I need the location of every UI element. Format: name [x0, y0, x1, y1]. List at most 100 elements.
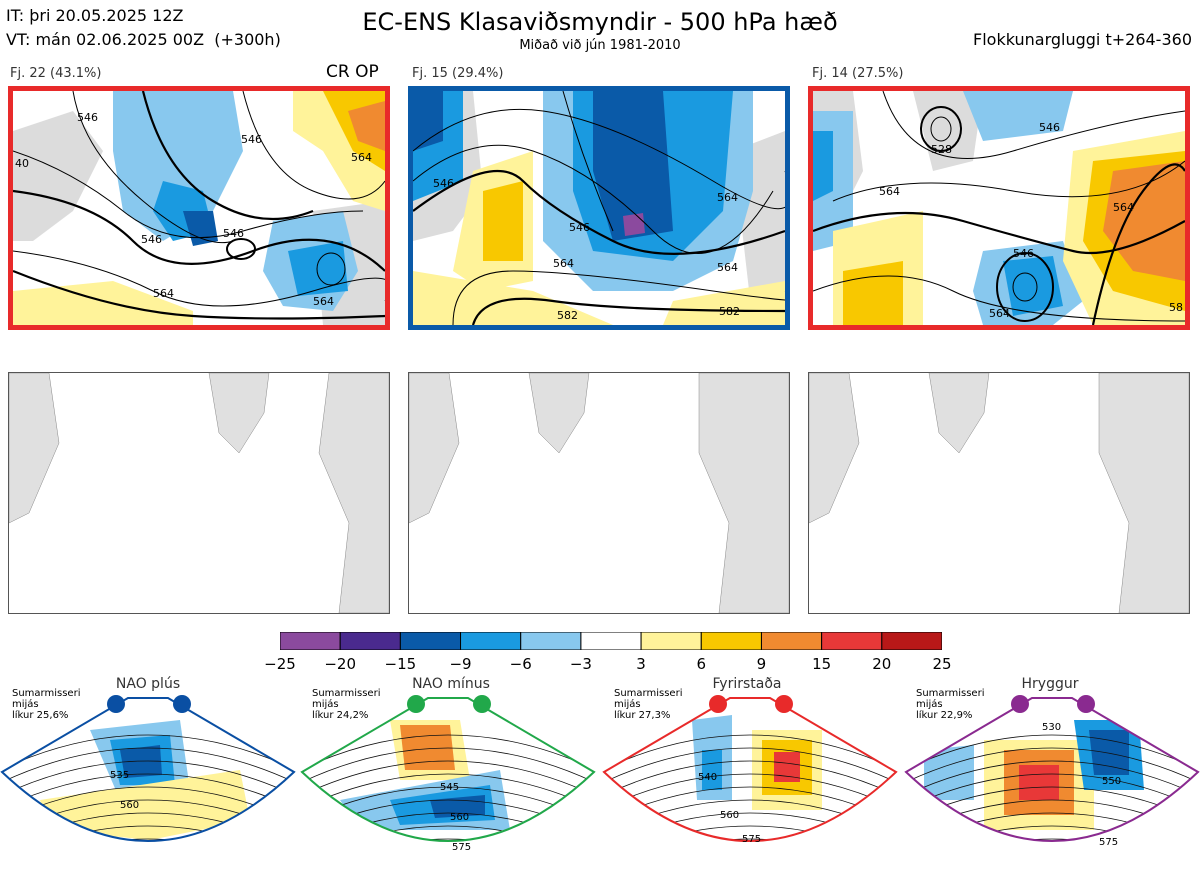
regime-season: Sumarmisseri [12, 688, 81, 699]
colorbar-tick: 15 [812, 655, 832, 673]
contour-label: 550 [1102, 776, 1121, 787]
cluster-3-label: Fj. 14 (27.5%) [812, 66, 904, 81]
height-contour [906, 773, 1198, 810]
contour-label: 575 [452, 842, 471, 853]
regime-outline [0, 697, 296, 842]
regime-map: 530 550 575 [904, 695, 1200, 848]
contour-label: 564 [313, 295, 334, 308]
regime-mean: mijás [614, 699, 641, 710]
height-contour [302, 760, 594, 797]
height-contour [302, 773, 594, 810]
contour-label: 546 [223, 227, 244, 240]
valid-time: VT: mán 02.06.2025 00Z (+300h) [6, 30, 281, 49]
coastline-map-3 [809, 373, 1189, 613]
cluster-1-tag: CR OP [326, 62, 379, 82]
regime-info: Sumarmisseri mijás líkur 25,6% [12, 688, 80, 721]
classification-window: Flokkunargluggi t+264-360 [973, 30, 1192, 49]
regime-marker-dot [775, 695, 793, 713]
colorbar-swatch [580, 632, 642, 650]
page-title: EC-ENS Klasaviðsmyndir - 500 hPa hæð [362, 8, 838, 36]
colorbar-swatch [821, 632, 883, 650]
colorbar-swatch [520, 632, 582, 650]
cluster-2-map[interactable]: 546 564 564 546 564 582 582 [408, 86, 790, 330]
colorbar-swatch [700, 632, 762, 650]
regime-prob: líkur 27,3% [614, 710, 671, 721]
regime-title: Hryggur [1021, 676, 1079, 692]
height-contour [2, 825, 294, 841]
regime-title: NAO mínus [412, 676, 490, 692]
page-subtitle: Miðað við jún 1981-2010 [519, 38, 681, 53]
contour-label: 546 [77, 111, 98, 124]
colorbar-tick: −3 [569, 655, 592, 673]
regime-info: Sumarmisseri mijás líkur 22,9% [916, 688, 984, 721]
regime-marker-dot [407, 695, 425, 713]
empty-map-3 [808, 372, 1190, 614]
cluster-2-label: Fj. 15 (29.4%) [412, 66, 504, 81]
height-contour [906, 760, 1198, 797]
contour-label: 546 [569, 221, 590, 234]
colorbar-swatch [760, 632, 823, 650]
colorbar-tick: 20 [872, 655, 892, 673]
regime-mean: mijás [916, 699, 943, 710]
regime-marker-dot [107, 695, 125, 713]
cluster-1-map-graphic: 546 546 564 564 546 564 546 40 [13, 91, 385, 325]
height-contour [302, 747, 594, 784]
anomaly-colorbar [280, 632, 942, 650]
header-times: IT: þri 20.05.2025 12Z VT: mán 02.06.2025… [6, 4, 281, 52]
anomaly-area [1089, 730, 1129, 775]
height-contour [604, 760, 896, 797]
height-contour [906, 747, 1198, 784]
height-contour [604, 773, 896, 810]
cluster-3-map-graphic: 546 528 564 546 564 564 58 [813, 91, 1185, 325]
contour-label: 560 [120, 800, 139, 811]
regime-title: Fyrirstaða [712, 676, 782, 692]
contour-label: 564 [153, 287, 174, 300]
height-contour [2, 734, 294, 771]
regime-info: Sumarmisseri mijás líkur 27,3% [614, 688, 682, 721]
height-contour [2, 747, 294, 784]
contour-label: 58 [1169, 301, 1183, 314]
regime-outline [904, 697, 1200, 842]
contour-label: 564 [879, 185, 900, 198]
cluster-1-label: Fj. 22 (43.1%) [10, 66, 102, 81]
colorbar-tick: 25 [932, 655, 952, 673]
height-contour [2, 838, 294, 841]
colorbar-tick: 3 [636, 655, 646, 673]
regime-season: Sumarmisseri [916, 688, 985, 699]
anomaly-area [40, 770, 250, 840]
regime-marker-dot [473, 695, 491, 713]
regime-season: Sumarmisseri [312, 688, 381, 699]
contour-label: 582 [719, 305, 740, 318]
anomaly-area [1019, 765, 1059, 800]
regime-outline [602, 697, 898, 842]
contour-label: 546 [241, 133, 262, 146]
cluster-1-map[interactable]: 546 546 564 564 546 564 546 40 [8, 86, 390, 330]
colorbar-swatch [460, 632, 522, 650]
regime-prob: líkur 25,6% [12, 710, 69, 721]
colorbar-tick: −9 [449, 655, 472, 673]
colorbar-swatch [881, 632, 942, 650]
regime-map: 545 560 575 [300, 695, 596, 853]
cluster-3-map[interactable]: 546 528 564 546 564 564 58 [808, 86, 1190, 330]
coastline-map-1 [9, 373, 389, 613]
contour-label: 560 [720, 810, 739, 821]
contour-label: 560 [450, 812, 469, 823]
contour-label: 575 [1099, 837, 1118, 848]
regime-map: 535 560 [0, 695, 296, 842]
colorbar-swatch [640, 632, 702, 650]
height-contour [302, 825, 594, 841]
contour-label: 564 [351, 151, 372, 164]
contour-label: 564 [717, 191, 738, 204]
contour-label: 582 [557, 309, 578, 322]
regime-info: Sumarmisseri mijás líkur 24,2% [312, 688, 380, 721]
contour-label: 545 [440, 782, 459, 793]
anomaly-area [924, 745, 974, 800]
height-contour [906, 734, 1198, 771]
regime-season: Sumarmisseri [614, 688, 683, 699]
colorbar-tick: −6 [509, 655, 532, 673]
colorbar-swatch [339, 632, 401, 650]
init-time: IT: þri 20.05.2025 12Z [6, 6, 184, 25]
colorbar-tick: −15 [384, 655, 417, 673]
cluster-2-map-graphic: 546 564 564 546 564 582 582 [413, 91, 785, 325]
anomaly-area [120, 745, 162, 778]
